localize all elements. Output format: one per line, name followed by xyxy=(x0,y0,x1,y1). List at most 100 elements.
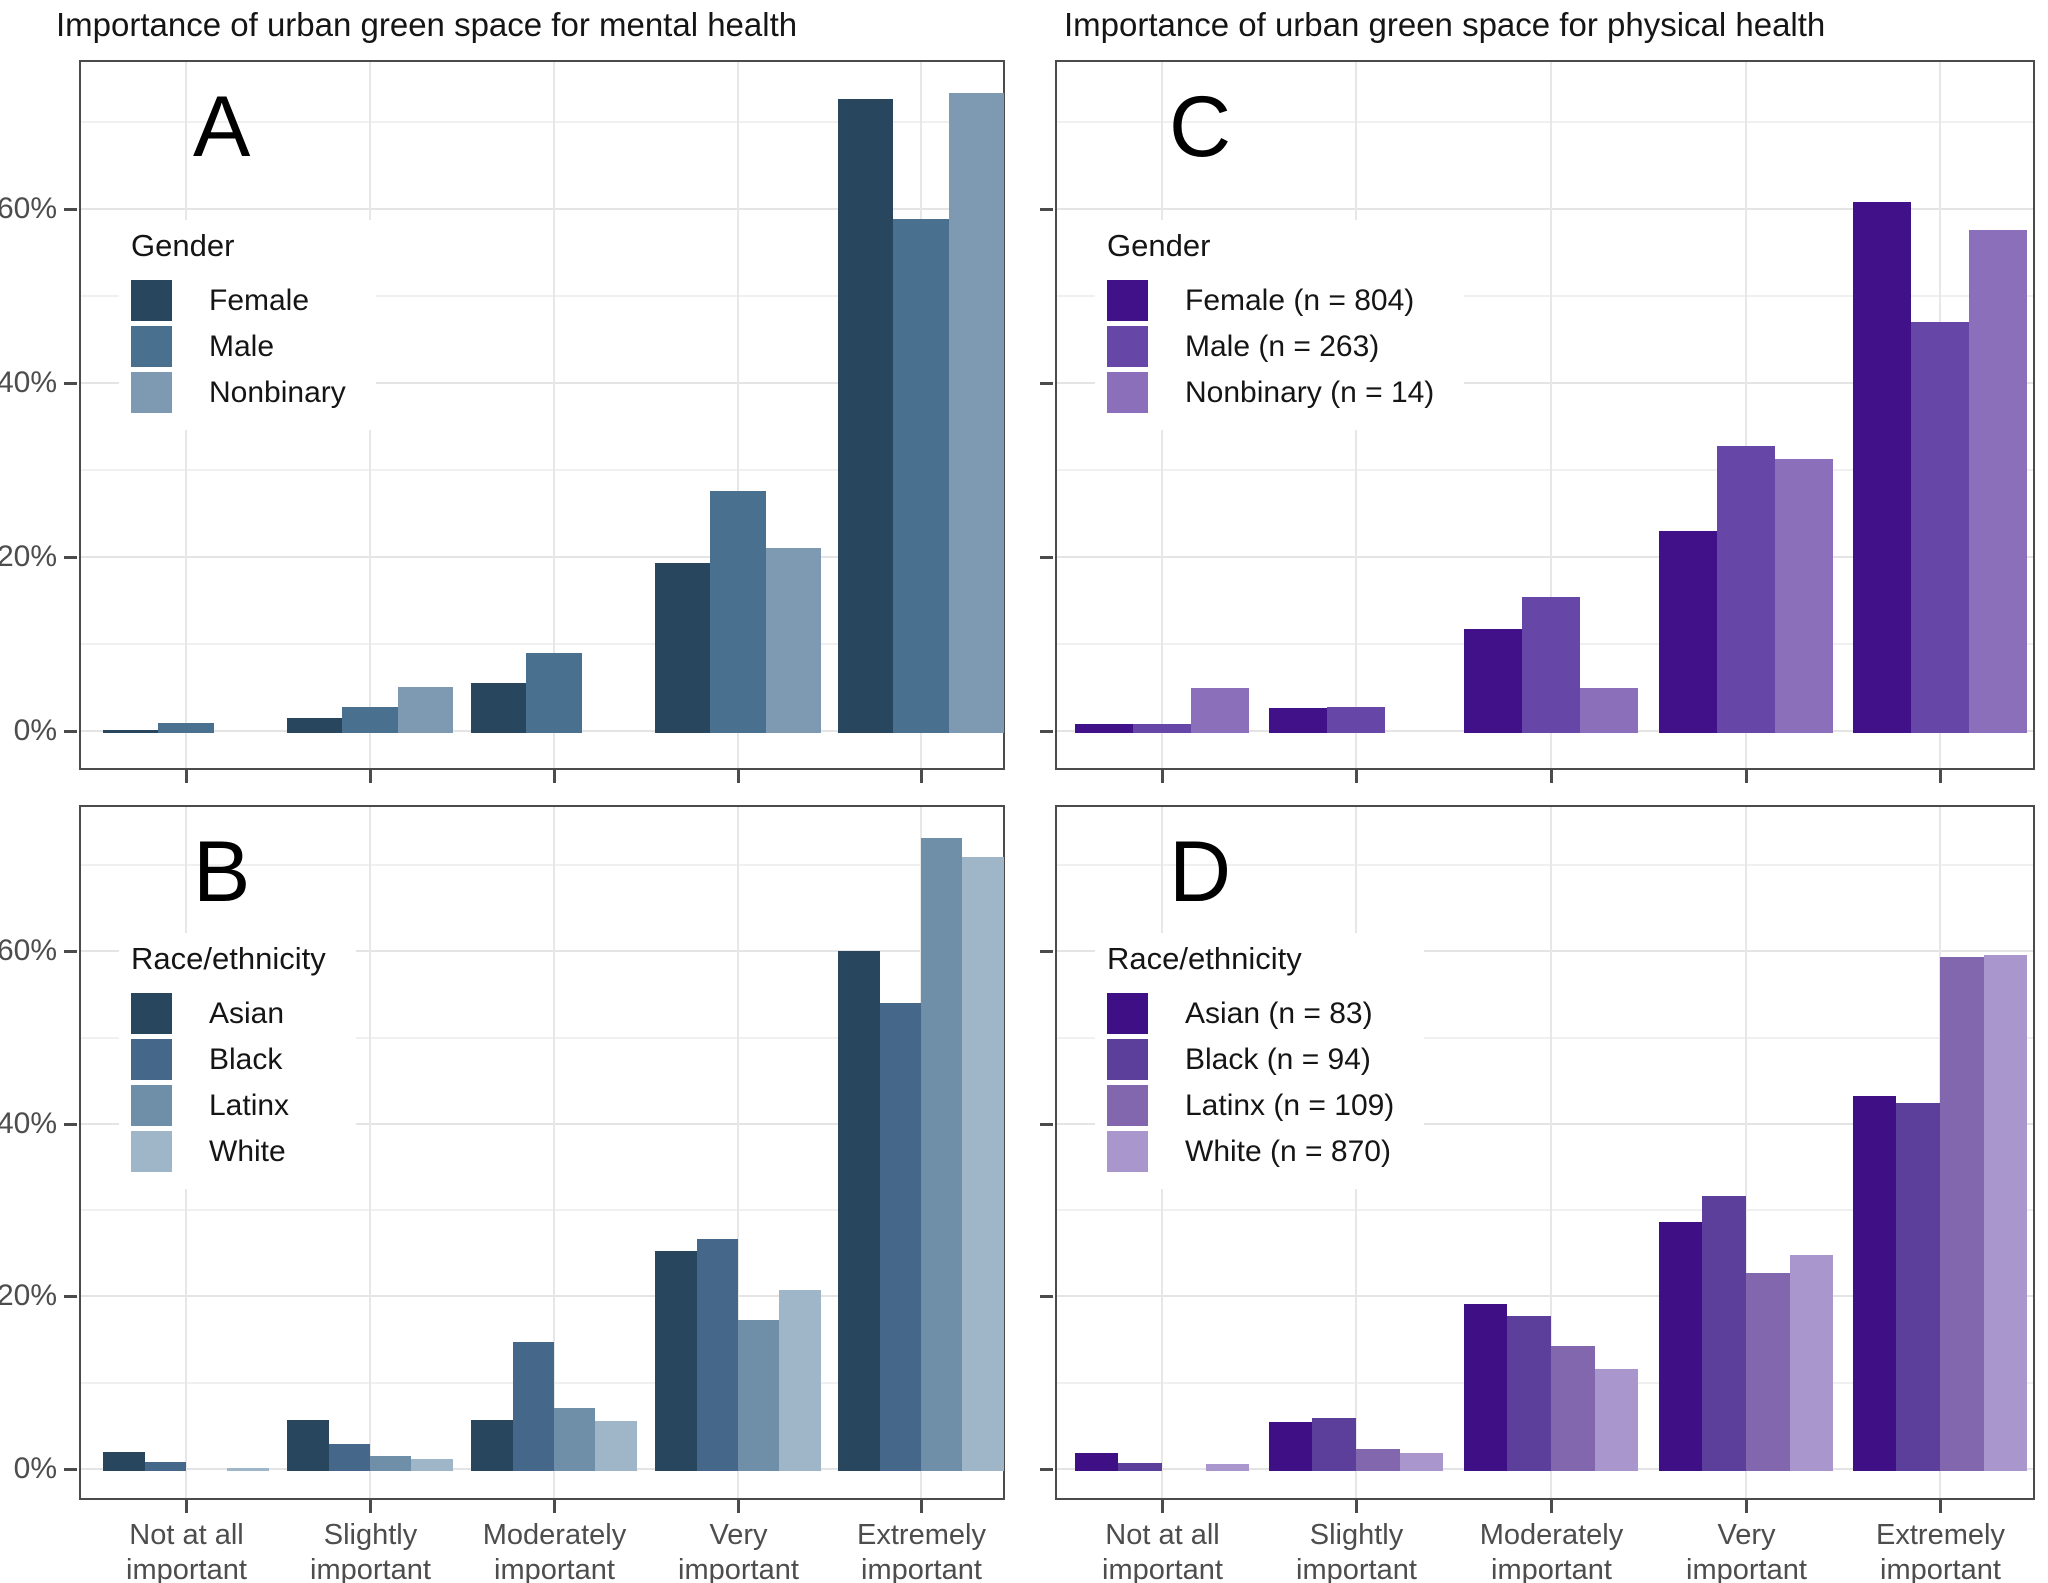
bar xyxy=(655,1250,697,1471)
legend-item: Nonbinary (n = 14) xyxy=(1107,372,1434,413)
legend: Race/ethnicity Asian Black Latinx White xyxy=(119,933,356,1189)
panel-letter: C xyxy=(1169,79,1232,175)
bar xyxy=(1852,1095,1897,1471)
x-tick-label: Moderately important xyxy=(482,1519,627,1583)
x-axis-tick xyxy=(1161,770,1164,783)
gridline-h xyxy=(81,863,1003,866)
x-axis-tick xyxy=(1939,770,1942,783)
legend-item: Latinx (n = 109) xyxy=(1107,1085,1394,1126)
bar xyxy=(411,1458,453,1471)
bar xyxy=(696,1238,738,1471)
legend-title: Gender xyxy=(131,228,235,263)
bar xyxy=(595,1420,637,1471)
legend: Gender Female Male Nonbinary xyxy=(119,220,376,430)
x-axis-tick xyxy=(1550,1500,1553,1513)
legend-item-label: Female xyxy=(209,283,310,317)
y-axis-tick xyxy=(64,950,77,954)
bar xyxy=(1910,321,1970,733)
bar xyxy=(1594,1369,1639,1471)
x-tick-label: Not at all important xyxy=(1102,1519,1223,1583)
x-tick-label: Extremely important xyxy=(1876,1519,2005,1583)
legend-item-label: Female (n = 804) xyxy=(1185,283,1415,317)
y-tick-label: 20% xyxy=(0,540,57,573)
legend-item: Nonbinary xyxy=(131,372,346,413)
legend-color-swatch xyxy=(131,1085,172,1126)
gridline-v xyxy=(1550,62,1552,768)
gridline-h xyxy=(81,643,1003,645)
legend-item-label: Male xyxy=(209,329,275,363)
legend: Gender Female (n = 804) Male (n = 263) Nonb… xyxy=(1095,220,1465,430)
x-tick-label: Extremely important xyxy=(857,1519,986,1583)
physical-health-column-title: Importance of urban green space for phys… xyxy=(1064,6,1826,43)
bar xyxy=(158,723,214,733)
gridline-v xyxy=(1550,807,1552,1498)
legend-item: Asian (n = 83) xyxy=(1107,993,1394,1034)
legend-item-label: Nonbinary xyxy=(209,375,346,409)
legend-color-swatch xyxy=(1107,326,1148,367)
gridline-h xyxy=(1057,1295,2033,1298)
x-axis-tick xyxy=(369,1500,372,1513)
y-tick-label: 0% xyxy=(13,714,57,747)
bar xyxy=(1074,1452,1119,1471)
gridline-h xyxy=(81,1036,1003,1039)
x-axis-tick xyxy=(1745,770,1748,783)
bar xyxy=(1551,1345,1595,1471)
bar xyxy=(512,1341,554,1471)
bar xyxy=(342,706,398,733)
gridline-h xyxy=(1057,1036,2033,1039)
bar xyxy=(1507,1315,1551,1471)
gridline-v xyxy=(553,62,555,768)
bar xyxy=(921,838,963,1471)
x-axis-tick xyxy=(369,770,372,783)
y-axis-tick xyxy=(64,730,77,733)
legend-item-label: Asian xyxy=(209,996,285,1030)
panel-letter: A xyxy=(193,79,251,175)
gridline-h xyxy=(1057,863,2033,866)
bar xyxy=(1312,1417,1356,1471)
y-axis-tick xyxy=(1040,382,1053,385)
bar xyxy=(554,1408,596,1471)
bar xyxy=(1789,1255,1834,1471)
y-axis-tick xyxy=(64,1295,77,1299)
legend-color-swatch xyxy=(131,372,172,413)
gridline-h xyxy=(81,950,1003,953)
bar xyxy=(287,1420,329,1471)
legend-item-label: Nonbinary (n = 14) xyxy=(1185,375,1435,409)
legend-item-label: Asian (n = 83) xyxy=(1185,996,1373,1030)
x-axis-tick xyxy=(1161,1500,1164,1513)
bar xyxy=(1896,1102,1940,1471)
x-axis-tick xyxy=(185,1500,188,1513)
legend-item: Black xyxy=(131,1039,326,1080)
bar xyxy=(1326,706,1386,733)
gridline-h xyxy=(81,295,1003,297)
x-axis-tick xyxy=(737,770,740,783)
panel-d-physical-by-race: D Race/ethnicity Asian (n = 83) Black (n = … xyxy=(1055,805,2035,1500)
y-axis-tick xyxy=(1040,208,1053,211)
gridline-v xyxy=(737,807,739,1498)
legend-item-label: Male (n = 263) xyxy=(1185,329,1380,363)
legend-item: Male xyxy=(131,326,346,367)
y-axis-tick xyxy=(64,208,77,211)
bar xyxy=(1969,230,2028,733)
x-tick-label: Moderately important xyxy=(1479,1519,1624,1583)
legend-color-swatch xyxy=(131,1131,172,1172)
x-axis-tick xyxy=(553,770,556,783)
gridline-v xyxy=(369,807,371,1498)
x-tick-label: Not at all important xyxy=(126,1519,247,1583)
x-tick-label: Slightly important xyxy=(310,1519,431,1583)
mental-health-column-title: Importance of urban green space for ment… xyxy=(56,6,798,43)
x-axis-tick xyxy=(553,1500,556,1513)
y-axis-tick xyxy=(1040,950,1053,954)
gridline-v xyxy=(737,62,739,768)
bar xyxy=(710,491,766,733)
gridline-h xyxy=(1057,295,2033,297)
legend-item: Asian xyxy=(131,993,326,1034)
gridline-v xyxy=(1745,807,1747,1498)
x-tick-label: Very important xyxy=(1686,1519,1807,1583)
bar xyxy=(471,683,527,733)
panel-b-mental-by-race: B Race/ethnicity Asian Black Latinx White xyxy=(79,805,1005,1500)
legend-color-swatch xyxy=(1107,1039,1148,1080)
x-axis-tick xyxy=(737,1500,740,1513)
bar xyxy=(893,218,949,733)
